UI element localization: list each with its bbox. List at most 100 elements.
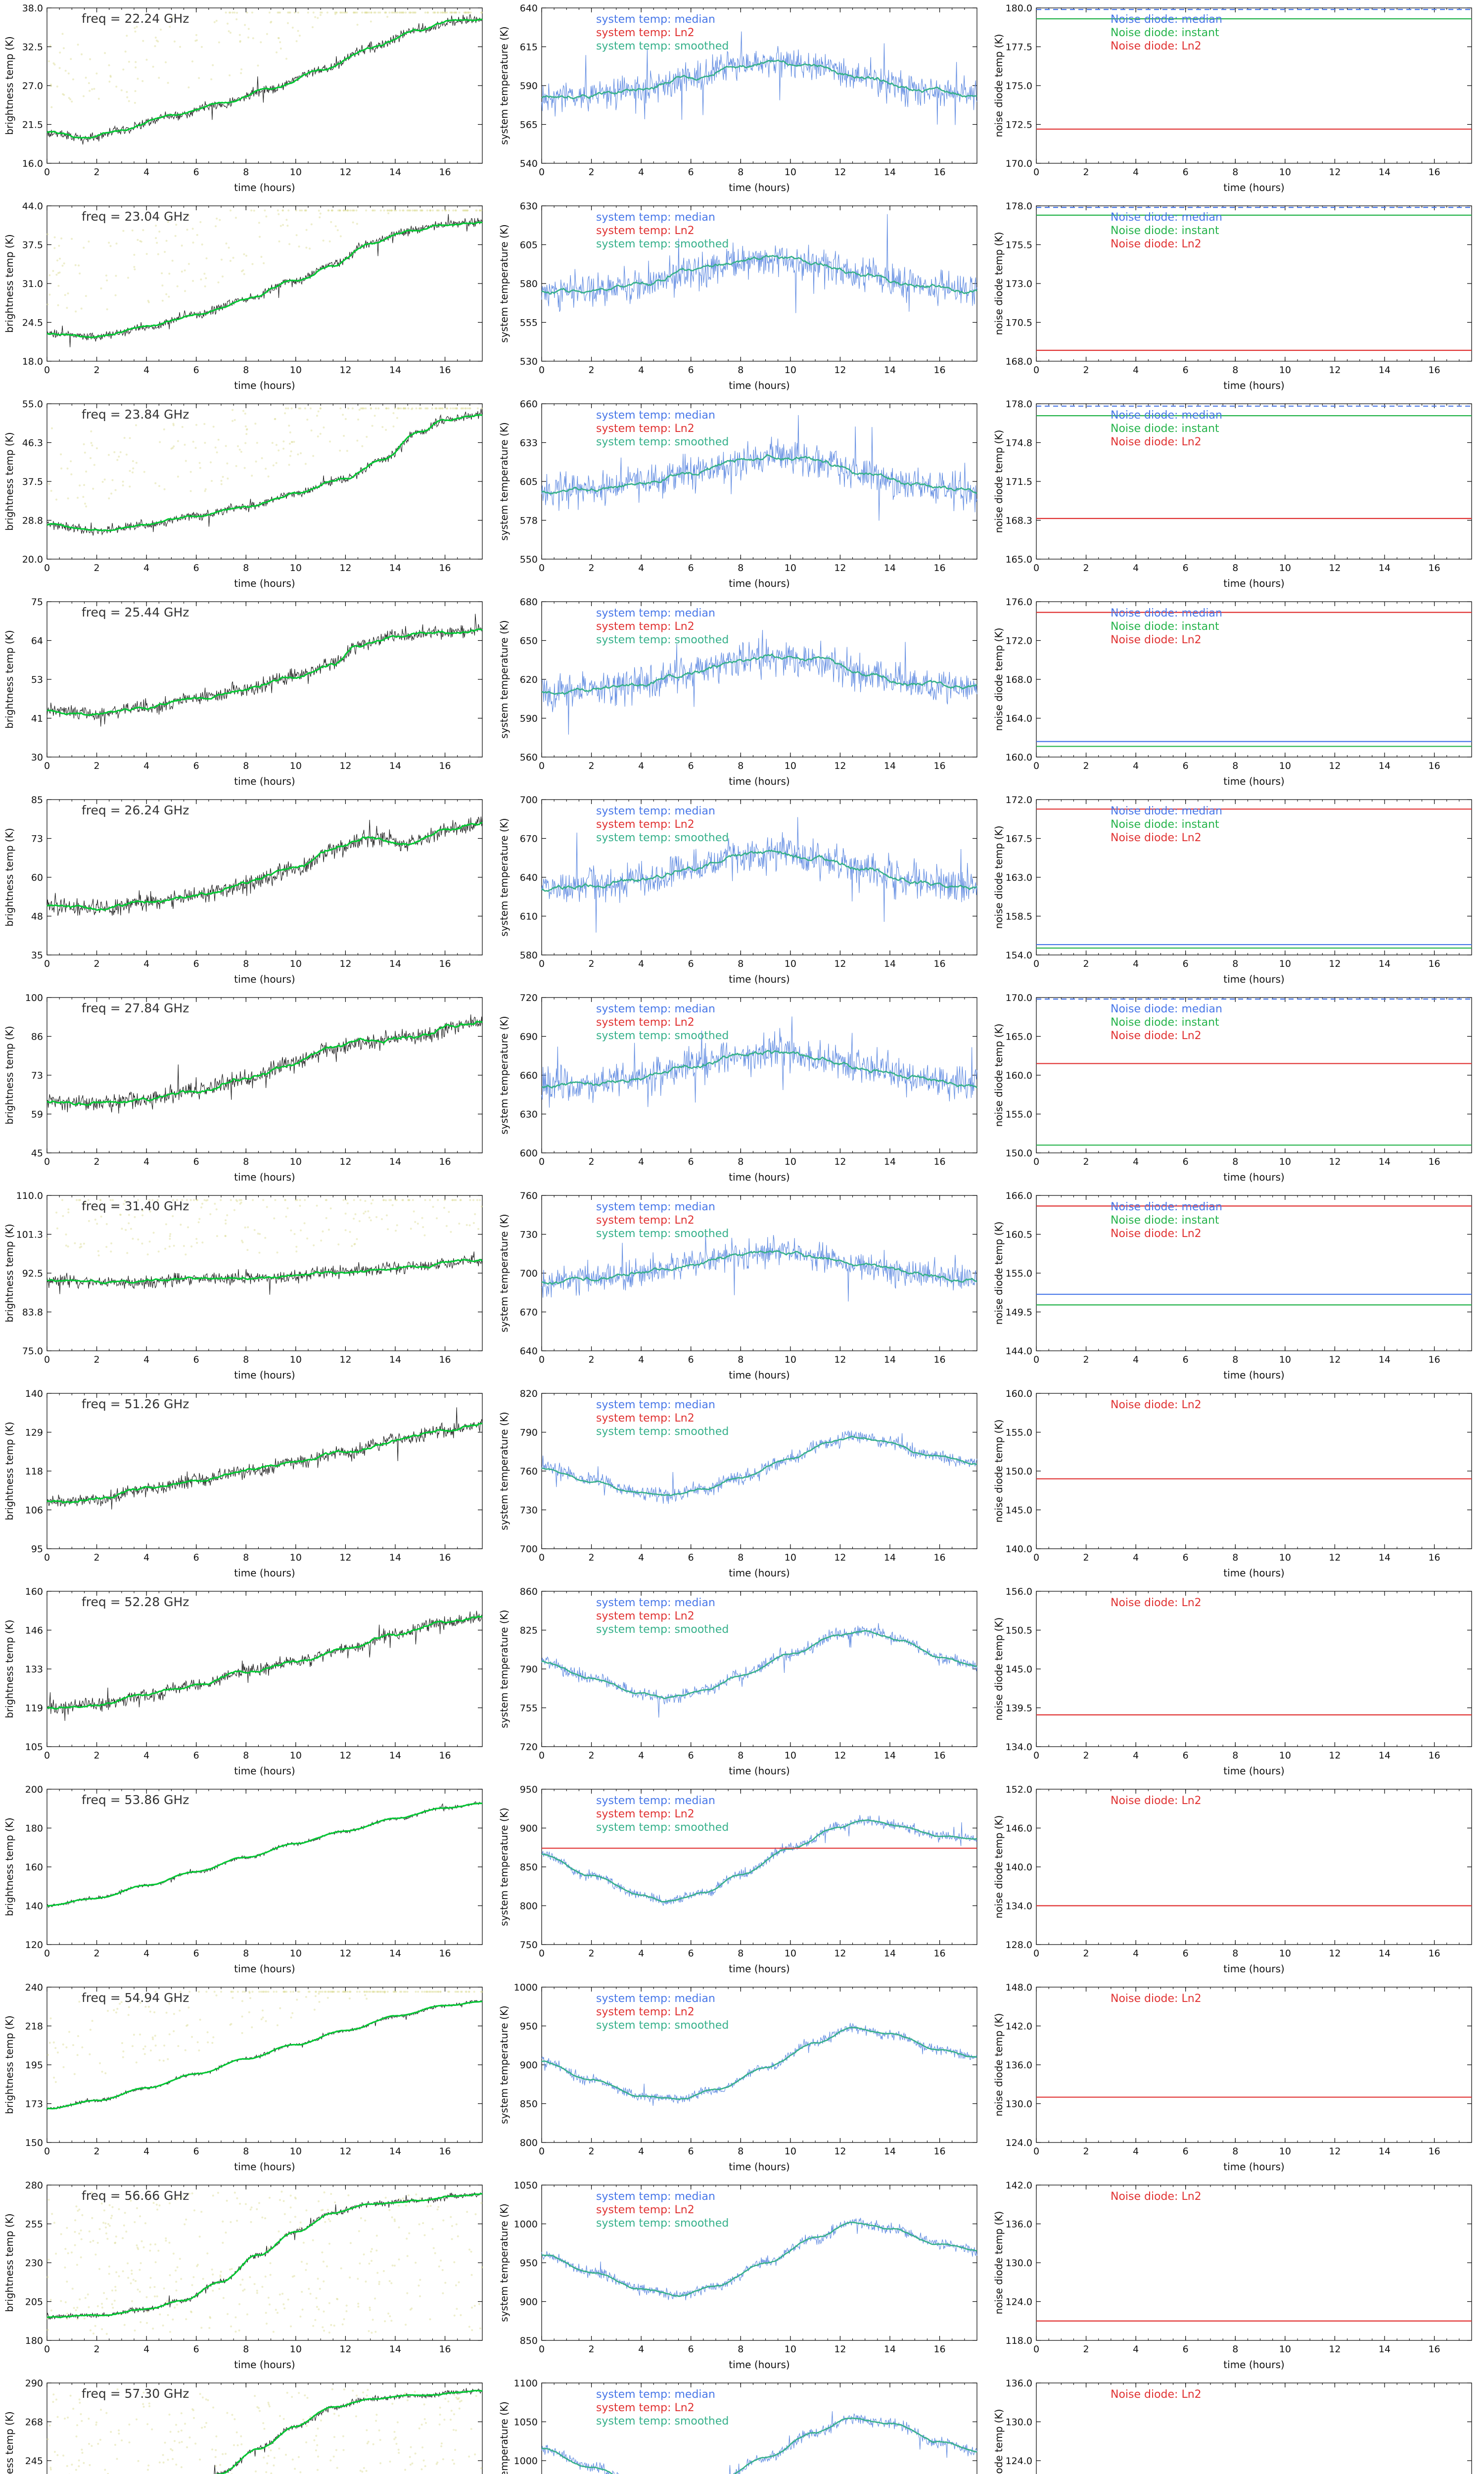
flag-dot bbox=[399, 1991, 402, 1993]
x-axis-title: time (hours) bbox=[729, 1963, 789, 1975]
flag-dot bbox=[58, 67, 61, 69]
flag-dot bbox=[236, 1991, 239, 1993]
flag-dot bbox=[253, 209, 255, 212]
flag-dot bbox=[364, 1200, 367, 1202]
panel-row10-col1: 0 2 4 6 8 10 12 14 16 120 140 160 180 200 brightness t… bbox=[0, 1781, 495, 1979]
legend-entry: Noise diode: Ln2 bbox=[1111, 436, 1202, 448]
flag-dot bbox=[405, 11, 407, 14]
panel-row3-col3: 0 2 4 6 8 10 12 14 16 165.0 168.3 171.5 174.8 178.0 no… bbox=[989, 396, 1484, 594]
flag-dot bbox=[176, 1199, 179, 1201]
x-tick-label: 8 bbox=[738, 761, 743, 771]
raw-trace bbox=[541, 214, 977, 313]
flag-dot bbox=[204, 442, 206, 444]
flag-dot bbox=[47, 60, 50, 62]
flag-dot bbox=[48, 274, 51, 277]
raw-trace bbox=[541, 31, 977, 125]
flag-dot bbox=[258, 1991, 261, 1993]
flag-dot bbox=[214, 446, 217, 449]
flag-dot bbox=[110, 1242, 113, 1244]
x-tick-label: 0 bbox=[539, 1156, 545, 1167]
raw-trace bbox=[46, 214, 483, 347]
flag-dot bbox=[446, 407, 448, 410]
y-tick-label: 106 bbox=[25, 1505, 43, 1516]
flag-dot bbox=[85, 77, 87, 79]
flag-dot bbox=[225, 11, 227, 14]
flag-dot bbox=[47, 2054, 49, 2056]
flag-dot bbox=[379, 11, 381, 14]
flag-dot bbox=[213, 1991, 216, 1993]
y-tick-label: 168.3 bbox=[1006, 516, 1032, 526]
flag-dot bbox=[477, 1228, 479, 1230]
y-tick-label: 560 bbox=[520, 752, 538, 763]
x-tick-label: 14 bbox=[389, 563, 401, 573]
flag-dot bbox=[104, 2072, 107, 2075]
x-tick-label: 8 bbox=[738, 167, 743, 178]
flag-dot bbox=[155, 40, 158, 42]
x-tick-label: 12 bbox=[1329, 761, 1341, 771]
flag-dot bbox=[479, 209, 481, 212]
flag-dot bbox=[89, 2029, 92, 2031]
flag-dot bbox=[83, 484, 86, 486]
flag-dot bbox=[205, 257, 208, 260]
x-tick-label: 14 bbox=[1379, 1552, 1391, 1563]
flag-dot bbox=[211, 2042, 214, 2044]
flag-dot bbox=[83, 1242, 85, 1245]
flag-dot bbox=[424, 11, 426, 14]
flag-dot bbox=[368, 1216, 371, 1219]
y-tick-label: 152.0 bbox=[1006, 1784, 1032, 1795]
flag-dot bbox=[83, 443, 85, 445]
flag-dot bbox=[339, 209, 341, 212]
y-tick-label: 760 bbox=[520, 1466, 538, 1477]
flag-dot bbox=[417, 1223, 419, 1225]
flag-dot bbox=[366, 1998, 368, 2000]
panel-row6-col3: 0 2 4 6 8 10 12 14 16 150.0 155.0 160.0 165.0 170.0 no… bbox=[989, 990, 1484, 1188]
flag-dot bbox=[181, 270, 183, 273]
plot-frame bbox=[1036, 1393, 1472, 1549]
x-tick-label: 6 bbox=[1183, 958, 1189, 969]
flag-dot bbox=[249, 1997, 251, 1999]
legend-entry: Noise diode: instant bbox=[1111, 1016, 1219, 1029]
flag-dot bbox=[448, 1211, 450, 1213]
flag-dot bbox=[441, 209, 444, 212]
smoothed-trace bbox=[46, 18, 483, 139]
flag-dot bbox=[268, 11, 271, 14]
flag-dot bbox=[265, 1991, 268, 1993]
flag-dot bbox=[56, 259, 58, 262]
x-tick-label: 12 bbox=[339, 1156, 351, 1167]
x-tick-label: 14 bbox=[389, 167, 401, 178]
x-tick-label: 14 bbox=[884, 563, 896, 573]
flag-dot bbox=[330, 1991, 333, 1993]
x-tick-label: 12 bbox=[834, 365, 846, 376]
flag-dot bbox=[296, 1998, 298, 2001]
flag-dot bbox=[198, 1218, 201, 1220]
flag-dot bbox=[377, 407, 380, 410]
flag-dot bbox=[158, 77, 160, 79]
flag-dot bbox=[279, 41, 281, 44]
flag-dot bbox=[100, 1215, 102, 1218]
flag-dot bbox=[133, 2034, 135, 2036]
x-axis-title: time (hours) bbox=[234, 1963, 295, 1975]
y-tick-label: 565 bbox=[520, 120, 538, 131]
legend-entry: system temp: smoothed bbox=[596, 634, 729, 646]
x-tick-label: 12 bbox=[834, 1552, 846, 1563]
flag-dot bbox=[304, 1199, 306, 1201]
x-tick-label: 12 bbox=[834, 1750, 846, 1761]
panel-row4-col1: 0 2 4 6 8 10 12 14 16 30 41 53 64 75 brightness temp (… bbox=[0, 594, 495, 792]
flag-dot bbox=[383, 1991, 385, 1993]
x-tick-label: 10 bbox=[290, 958, 302, 969]
x-tick-label: 0 bbox=[44, 563, 50, 573]
y-tick-label: 173 bbox=[25, 2099, 43, 2110]
flag-dot bbox=[243, 253, 245, 255]
x-tick-label: 14 bbox=[1379, 761, 1391, 771]
flag-dot bbox=[298, 407, 300, 410]
x-axis-title: time (hours) bbox=[729, 1567, 789, 1579]
flag-dot bbox=[259, 1233, 261, 1235]
flag-dot bbox=[431, 407, 433, 410]
flag-dot bbox=[82, 1206, 85, 1209]
flag-dot bbox=[66, 307, 68, 309]
plot-frame bbox=[46, 601, 483, 758]
flag-dot bbox=[391, 1204, 394, 1206]
